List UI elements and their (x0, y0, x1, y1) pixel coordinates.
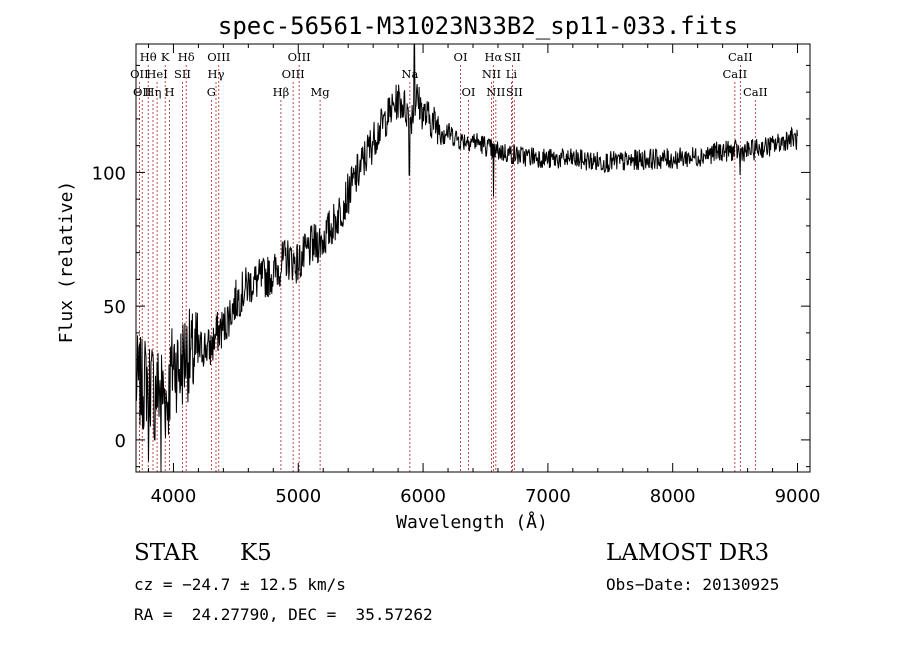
x-tick-label: 6000 (400, 486, 446, 507)
line-marker-label: OI (462, 85, 476, 99)
line-marker-label: CaII (728, 50, 753, 64)
redshift-value: cz = −24.7 ± 12.5 km/s (134, 575, 346, 594)
y-tick-label: 0 (115, 431, 126, 452)
object-class: STAR (134, 540, 198, 566)
x-tick-label: 9000 (775, 486, 821, 507)
line-marker-label: Mg (311, 85, 331, 99)
survey-name: LAMOST DR3 (606, 540, 769, 566)
line-marker-label: Hθ (140, 50, 157, 64)
line-marker-label: CaII (722, 67, 747, 81)
y-axis-label: Flux (relative) (56, 181, 77, 344)
x-tick-label: 8000 (650, 486, 696, 507)
line-marker-label: H (165, 85, 175, 99)
plot-frame (135, 43, 811, 473)
spectrum-line (135, 43, 798, 473)
line-marker-label: NII (482, 67, 501, 81)
x-tick-label: 5000 (275, 486, 321, 507)
line-marker-label: Hγ (208, 67, 225, 81)
line-marker-label: OIII (288, 50, 311, 64)
spectral-subclass: K5 (240, 540, 272, 566)
line-marker-label: NII (486, 85, 505, 99)
line-marker-label: HeI (146, 67, 167, 81)
line-marker-label: OII (133, 85, 152, 99)
line-marker-label: OIII (207, 50, 230, 64)
chart-title: spec-56561-M31023N33B2_sp11-033.fits (218, 12, 738, 40)
line-marker-label: Hα (484, 50, 502, 64)
line-marker-label: Hδ (178, 50, 195, 64)
line-marker-label: OII (130, 67, 149, 81)
observation-date: Obs−Date: 20130925 (606, 575, 779, 594)
sky-coordinates: RA = 24.27790, DEC = 35.57262 (134, 605, 433, 624)
spectrum-series (135, 43, 798, 473)
y-tick-label: 100 (92, 163, 126, 184)
line-marker-label: OIII (282, 67, 305, 81)
line-marker-label: Hβ (273, 85, 290, 99)
line-marker-label: CaII (743, 85, 768, 99)
line-marker-label: Na (401, 67, 418, 81)
x-axis-label: Wavelength (Å) (396, 511, 548, 533)
line-marker-label: Hη (145, 85, 162, 99)
line-marker-label: SII (506, 85, 523, 99)
x-axis-ticks: 4000 5000 6000 7000 8000 9000 (147, 44, 821, 507)
x-tick-label: 4000 (151, 486, 197, 507)
line-marker-label: SII (174, 67, 191, 81)
line-marker-label: OI (454, 50, 468, 64)
line-marker-label: SII (504, 50, 521, 64)
line-marker-label: K (161, 50, 170, 64)
x-tick-label: 7000 (525, 486, 571, 507)
line-marker-label: G (207, 85, 216, 99)
y-axis-ticks: 0 50 100 (92, 64, 810, 468)
line-marker-labels: OII OII Hθ Hη HeI K H SII Hδ G Hγ OIII Hβ OIII OIII Mg N… (130, 50, 768, 99)
line-marker-label: Li (506, 67, 518, 81)
y-tick-label: 50 (103, 297, 126, 318)
